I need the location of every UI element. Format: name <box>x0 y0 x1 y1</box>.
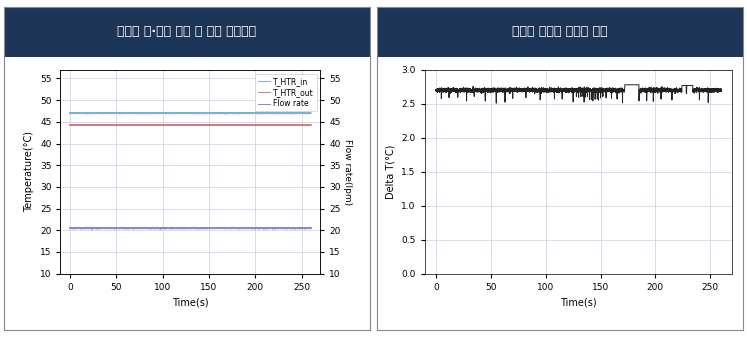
Y-axis label: Delta T(°C): Delta T(°C) <box>386 145 396 199</box>
Y-axis label: Temperature(°C): Temperature(°C) <box>25 131 34 212</box>
Flow rate <box>232 226 241 231</box>
Flow rate <box>87 227 96 231</box>
X-axis label: Time(s): Time(s) <box>560 297 597 307</box>
Flow rate <box>75 226 84 231</box>
Flow rate <box>167 225 176 229</box>
Flow rate <box>306 226 315 231</box>
T_HTR_in <box>139 110 148 114</box>
Flow rate <box>76 226 85 230</box>
T_HTR_out <box>232 123 241 127</box>
T_HTR_in <box>75 112 84 116</box>
Line: Flow rate: Flow rate <box>69 227 311 229</box>
T_HTR_in <box>306 112 315 116</box>
T_HTR_out <box>144 122 153 126</box>
T_HTR_in <box>303 112 311 116</box>
T_HTR_out <box>159 123 168 127</box>
Flow rate <box>159 226 168 230</box>
T_HTR_out <box>76 123 85 127</box>
X-axis label: Time(s): Time(s) <box>172 297 208 307</box>
T_HTR_out <box>306 123 315 127</box>
Flow rate <box>244 226 253 231</box>
T_HTR_in <box>232 111 241 115</box>
Text: 냉각수 입·출구 온도 및 유량 측정결과: 냉각수 입·출구 온도 및 유량 측정결과 <box>117 25 256 38</box>
T_HTR_in <box>244 112 253 116</box>
Bar <box>377 7 743 57</box>
T_HTR_out <box>244 123 253 127</box>
Flow rate <box>303 226 311 230</box>
Bar <box>4 7 370 57</box>
Flow rate <box>65 225 74 229</box>
T_HTR_out <box>302 123 311 127</box>
Legend: T_HTR_in, T_HTR_out, Flow rate: T_HTR_in, T_HTR_out, Flow rate <box>255 74 317 111</box>
T_HTR_in <box>159 112 168 116</box>
T_HTR_out <box>304 124 313 128</box>
T_HTR_out <box>75 123 84 127</box>
Line: T_HTR_in: T_HTR_in <box>69 112 311 114</box>
T_HTR_in <box>76 111 85 115</box>
Y-axis label: Flow rate(lpm): Flow rate(lpm) <box>343 139 352 205</box>
T_HTR_out <box>65 123 74 127</box>
T_HTR_in <box>235 112 244 116</box>
T_HTR_in <box>65 111 74 115</box>
Text: 냉각수 입출구 온도차 결과: 냉각수 입출구 온도차 결과 <box>512 25 608 38</box>
Line: T_HTR_out: T_HTR_out <box>69 124 311 126</box>
